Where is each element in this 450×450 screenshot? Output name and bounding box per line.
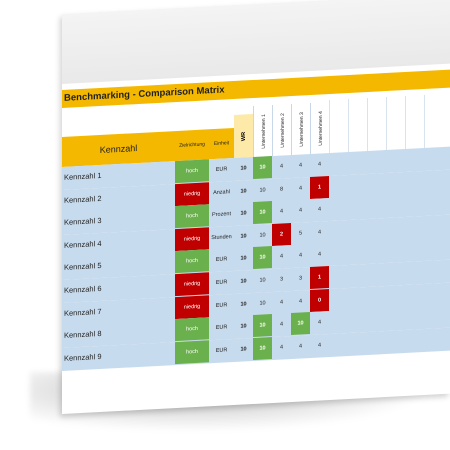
wr-cell: 10: [240, 255, 247, 263]
direction-badge: niedrig: [175, 181, 209, 206]
company-value-cell: 10: [253, 246, 272, 270]
unit-cell: Stunden: [211, 233, 232, 241]
header-company-3-label: Unternehmen 3: [298, 111, 305, 147]
unit-cell: EUR: [215, 347, 228, 354]
company-value-cell: 10: [253, 314, 272, 338]
company-value-cell: 1: [310, 175, 329, 199]
company-value-cell: 10: [253, 155, 272, 179]
company-value-cell: 10: [253, 336, 272, 360]
wr-cell: 10: [240, 233, 247, 240]
direction-badge: hoch: [175, 249, 209, 274]
company-value-cell: 4: [279, 344, 284, 351]
company-value-cell: 10: [259, 299, 266, 307]
company-value-cell: 4: [298, 298, 303, 305]
header-company-1: Unternehmen 1: [253, 104, 273, 157]
wr-cell: 10: [240, 210, 247, 217]
direction-badge: niedrig: [175, 227, 209, 251]
company-value-cell: 4: [298, 252, 303, 259]
unit-cell: EUR: [215, 324, 228, 332]
company-value-cell: 10: [291, 312, 310, 336]
spreadsheet-preview: Benchmarking - Comparison Matrix Kennzah…: [62, 0, 450, 415]
wr-cell: 10: [240, 300, 247, 308]
direction-badge: hoch: [175, 317, 209, 342]
header-company-2: Unternehmen 2: [272, 103, 292, 156]
wr-cell: 10: [240, 278, 247, 285]
company-value-cell: 3: [298, 275, 303, 282]
header-zielrichtung: Zielrichtung: [175, 129, 209, 162]
company-value-cell: 1: [310, 266, 329, 290]
wr-cell: 10: [240, 346, 247, 353]
company-value-cell: 4: [317, 161, 322, 168]
header-company-1-label: Unternehmen 1: [260, 113, 267, 149]
company-value-cell: 4: [298, 162, 303, 169]
unit-cell: Anzahl: [213, 188, 230, 196]
company-value-cell: 4: [317, 229, 322, 236]
unit-cell: EUR: [215, 256, 228, 264]
header-wr-label: WR: [240, 131, 247, 141]
company-value-cell: 8: [279, 186, 284, 193]
company-value-cell: 4: [317, 342, 322, 349]
direction-badge: hoch: [175, 204, 209, 229]
company-value-cell: 4: [298, 343, 303, 350]
company-value-cell: 3: [279, 276, 284, 283]
company-value-cell: 2: [272, 222, 291, 246]
header-company-4-label: Unternehmen 4: [317, 110, 324, 146]
company-value-cell: 4: [298, 207, 303, 214]
header-einheit: Einheit: [209, 127, 234, 160]
company-value-cell: 0: [310, 288, 329, 312]
wr-cell: 10: [240, 165, 247, 172]
unit-cell: EUR: [215, 301, 228, 309]
company-value-cell: 4: [317, 319, 322, 326]
sheet-top-band: [62, 0, 450, 85]
company-value-cell: 4: [279, 163, 284, 170]
company-value-cell: 4: [279, 299, 284, 306]
company-value-cell: 4: [279, 253, 284, 260]
company-value-cell: 4: [279, 321, 284, 328]
company-value-cell: 10: [259, 186, 266, 194]
unit-cell: Prozent: [212, 211, 231, 219]
company-value-cell: 4: [317, 206, 322, 213]
wr-cell: 10: [240, 187, 247, 195]
company-value-cell: 10: [259, 277, 266, 284]
company-value-cell: 10: [259, 232, 266, 239]
company-value-cell: 4: [298, 185, 303, 192]
direction-badge: hoch: [175, 340, 209, 364]
unit-cell: EUR: [215, 166, 228, 173]
header-company-2-label: Unternehmen 2: [279, 112, 286, 148]
direction-badge: niedrig: [175, 294, 209, 319]
company-value-cell: 5: [298, 230, 303, 237]
unit-cell: EUR: [215, 279, 228, 286]
wr-cell: 10: [240, 323, 247, 330]
header-wr: WR: [234, 113, 253, 158]
header-company-3: Unternehmen 3: [291, 102, 311, 155]
company-value-cell: 4: [279, 208, 284, 215]
company-value-cell: 10: [253, 201, 272, 225]
direction-badge: niedrig: [175, 272, 209, 297]
header-company-4: Unternehmen 4: [310, 101, 330, 155]
direction-badge: hoch: [175, 159, 209, 184]
company-value-cell: 4: [317, 251, 322, 258]
kpi-label: Kennzahl 9: [64, 351, 102, 363]
